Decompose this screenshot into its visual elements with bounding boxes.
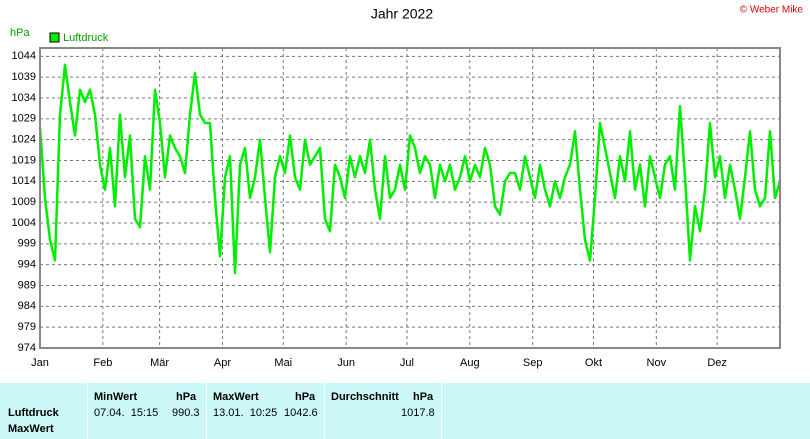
y-tick-label: 1029 <box>12 113 36 125</box>
x-tick-label: Feb <box>93 357 112 369</box>
cell-value: 1017.8 <box>401 407 435 419</box>
col-unit: hPa <box>295 391 316 403</box>
y-tick-label: 1024 <box>12 134 36 146</box>
col-header: MinWert <box>94 391 138 403</box>
copyright: © Weber Mike <box>740 5 804 16</box>
col-unit: hPa <box>413 391 434 403</box>
x-tick-label: Jun <box>337 357 355 369</box>
row-label: MaxWert <box>8 423 54 435</box>
x-tick-label: Aug <box>460 357 480 369</box>
y-tick-label: 1009 <box>12 196 36 208</box>
x-tick-label: Apr <box>214 357 231 369</box>
plot-frame <box>39 47 781 349</box>
legend-label: Luftdruck <box>63 32 109 44</box>
y-tick-label: 1019 <box>12 154 36 166</box>
col-unit: hPa <box>176 391 197 403</box>
x-tick-label: Okt <box>585 357 602 369</box>
x-tick-label: Jan <box>31 357 49 369</box>
col-header: Durchschnitt <box>331 391 399 403</box>
x-tick-label: Mär <box>150 357 169 369</box>
y-tick-label: 1044 <box>12 50 36 62</box>
line <box>38 63 782 275</box>
col-header: MaxWert <box>213 391 259 403</box>
chart-title: Jahr 2022 <box>371 6 433 22</box>
y-tick-label: 999 <box>18 238 36 250</box>
cell-value: 990.3 <box>172 407 200 419</box>
row-label: Luftdruck <box>8 407 59 419</box>
y-tick-label: 1039 <box>12 71 36 83</box>
cell-value: 1042.6 <box>284 407 318 419</box>
y-tick-label: 1004 <box>12 217 36 229</box>
y-tick-label: 984 <box>18 300 36 312</box>
x-tick-label: Mai <box>274 357 292 369</box>
y-tick-label: 994 <box>18 259 36 271</box>
chart: Jahr 2022 © Weber Mike hPa Luftdruck 974… <box>10 5 804 369</box>
y-axis-label: hPa <box>10 27 30 39</box>
x-tick-label: Sep <box>523 357 543 369</box>
x-tick-label: Dez <box>707 357 727 369</box>
cell-time: 07.04. 15:15 <box>94 407 159 419</box>
x-tick-label: Jul <box>400 357 414 369</box>
cell-time: 13.01. 10:25 <box>213 407 278 419</box>
stats-table: Luftdruck MaxWert MinWert hPa 07.04. 15:… <box>0 383 810 439</box>
y-tick-label: 989 <box>18 279 36 291</box>
y-tick-label: 1034 <box>12 92 36 104</box>
x-tick-label: Nov <box>647 357 667 369</box>
legend-swatch <box>49 32 60 43</box>
y-tick-label: 974 <box>18 342 36 354</box>
y-tick-label: 979 <box>18 321 36 333</box>
y-tick-label: 1014 <box>12 175 36 187</box>
